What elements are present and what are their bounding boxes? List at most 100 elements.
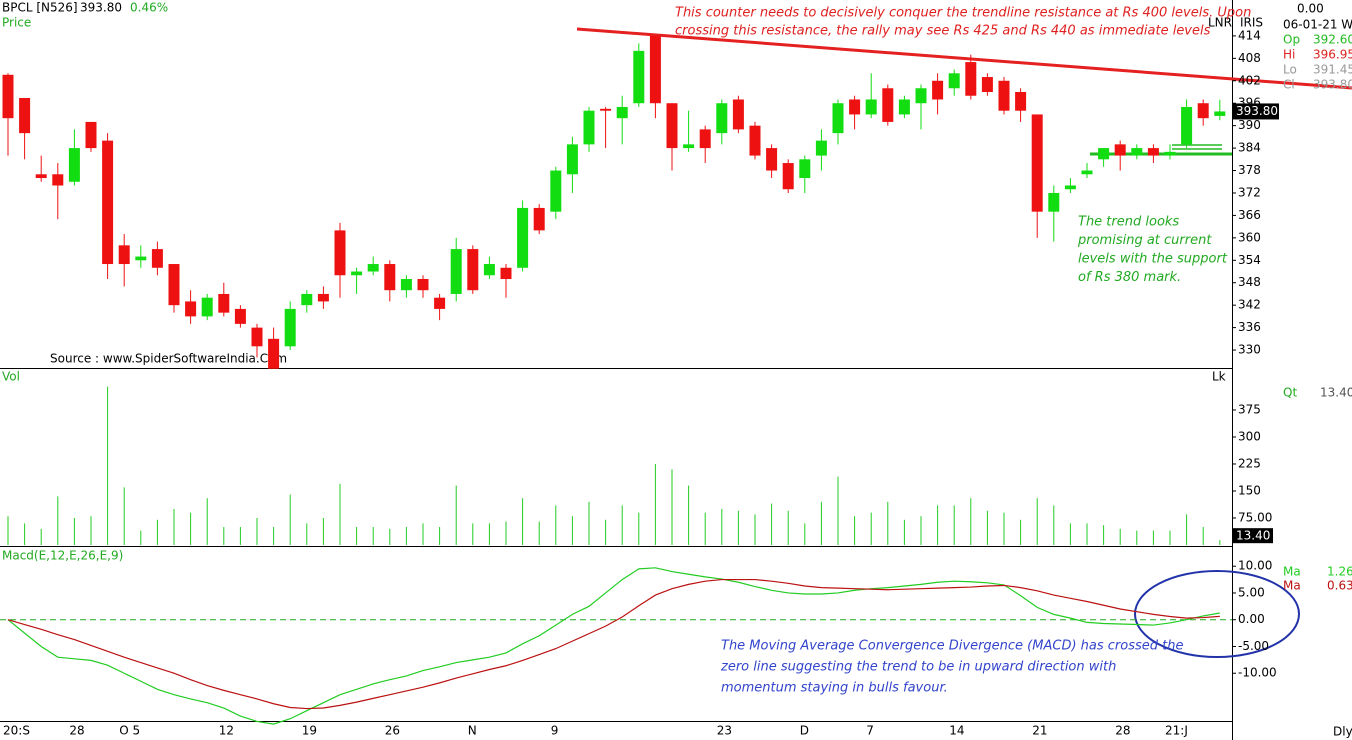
volume-bar: [1103, 525, 1105, 545]
volume-bar: [190, 512, 192, 545]
candle-body: [616, 106, 628, 119]
legend-value: 13.40: [1320, 386, 1352, 400]
candle-body: [2, 74, 14, 119]
macd-line: [7, 567, 1220, 725]
volume-bar: [389, 528, 391, 545]
trendline-resistance: [576, 27, 1352, 90]
y-tick-label: 402: [1238, 73, 1261, 87]
volume-bar: [488, 523, 490, 545]
candle-body: [815, 140, 827, 156]
volume-bar: [372, 526, 374, 545]
macd-line: [7, 578, 1220, 710]
volume-bar: [621, 505, 623, 545]
x-tick-label: 28: [1115, 724, 1130, 738]
y-tick-label: 225: [1238, 456, 1261, 470]
candle-body: [1181, 106, 1193, 145]
candle-body: [500, 267, 512, 279]
annotation: The Moving Average Convergence Divergenc…: [721, 639, 1183, 654]
candle-body: [201, 297, 213, 317]
price-tag-box: [1233, 103, 1279, 120]
period-label: Dly: [1333, 725, 1352, 739]
candle-body: [268, 338, 280, 369]
candle-body: [517, 207, 529, 268]
candle-body: [1164, 151, 1176, 156]
legend-value: 1.26: [1327, 565, 1352, 579]
x-tick-label: 23: [717, 724, 732, 738]
volume-bar: [239, 526, 241, 545]
candle-body: [1048, 192, 1060, 212]
legend-value: 0.63: [1327, 579, 1352, 593]
volume-bar: [173, 508, 175, 545]
y-tick-label: 390: [1238, 118, 1261, 132]
source: Source : www.SpiderSoftwareIndia.Com: [50, 352, 287, 366]
volume-bar: [356, 526, 358, 545]
annotation: levels with the support: [1078, 252, 1228, 267]
candle-body: [799, 159, 811, 179]
x-tick-label: 14: [949, 724, 964, 738]
candle-body: [749, 125, 761, 156]
info-value: 392.60: [1313, 33, 1352, 47]
x-tick-label: D: [800, 724, 809, 738]
volume-bar: [588, 501, 590, 545]
symbol: BPCL [N526]: [2, 1, 78, 15]
info-value: 393.80: [1313, 78, 1352, 92]
volume-bar: [887, 501, 889, 545]
volume-bar: [787, 510, 789, 545]
info-value: 391.45: [1313, 63, 1352, 77]
candle-body: [1114, 144, 1126, 156]
candle-body: [19, 97, 31, 134]
candle-body: [301, 293, 313, 306]
volume-bar: [24, 523, 26, 545]
x-tick-label: 26: [385, 724, 400, 738]
volume-bar: [322, 517, 324, 545]
info-label: Cl: [1283, 78, 1295, 92]
info-label: Op: [1283, 33, 1300, 47]
candle-body: [118, 245, 130, 265]
candle-body: [102, 140, 114, 265]
x-tick-label: O 5: [119, 724, 140, 738]
volume-bar: [1219, 540, 1221, 545]
volume-bar: [306, 523, 308, 545]
candle-body: [334, 230, 346, 276]
volume-bar: [970, 498, 972, 545]
volume-bar: [804, 523, 806, 545]
volume-bar: [953, 505, 955, 545]
volume-bar: [206, 498, 208, 545]
volume-bar: [1152, 530, 1154, 545]
y-tick-label: 366: [1238, 208, 1261, 222]
candle-body: [965, 62, 977, 96]
candle-body: [417, 278, 429, 291]
candle-body: [185, 301, 197, 317]
candle-body: [1015, 92, 1027, 111]
annotation: momentum staying in bulls favour.: [721, 681, 948, 696]
y-tick-label: 408: [1238, 51, 1261, 65]
panel-label: Macd(E,12,E,26,E,9): [2, 549, 123, 563]
y-tick-label: 414: [1238, 28, 1261, 42]
volume-bar: [339, 483, 341, 545]
y-tick-label: 330: [1238, 343, 1261, 357]
candle-body: [135, 256, 147, 261]
panel-frame: [0, 0, 1233, 740]
volume-bar: [1119, 528, 1121, 545]
volume-bar: [654, 463, 656, 545]
y-tick-label: 336: [1238, 320, 1261, 334]
volume-bar: [156, 519, 158, 545]
volume-bar: [256, 517, 258, 545]
volume-bar: [472, 523, 474, 545]
candle-body: [699, 129, 711, 149]
candle-body: [533, 207, 545, 231]
x-tick-label: 19: [302, 724, 317, 738]
annotation: The trend looks: [1078, 215, 1179, 230]
volume-bar: [455, 485, 457, 545]
candle-body: [1214, 111, 1226, 116]
annotation: zero line suggesting the trend to be in …: [720, 660, 1116, 675]
info-label: Lo: [1283, 63, 1297, 77]
y-tick-label: 384: [1238, 141, 1261, 155]
candle-body: [633, 50, 645, 104]
y-tick-label: -10.00: [1238, 666, 1277, 680]
candle-body: [981, 77, 993, 92]
panel-label: Price: [2, 16, 31, 30]
candle-body: [1081, 170, 1093, 175]
candle-body: [915, 88, 927, 104]
y-tick-label: 300: [1238, 429, 1261, 443]
